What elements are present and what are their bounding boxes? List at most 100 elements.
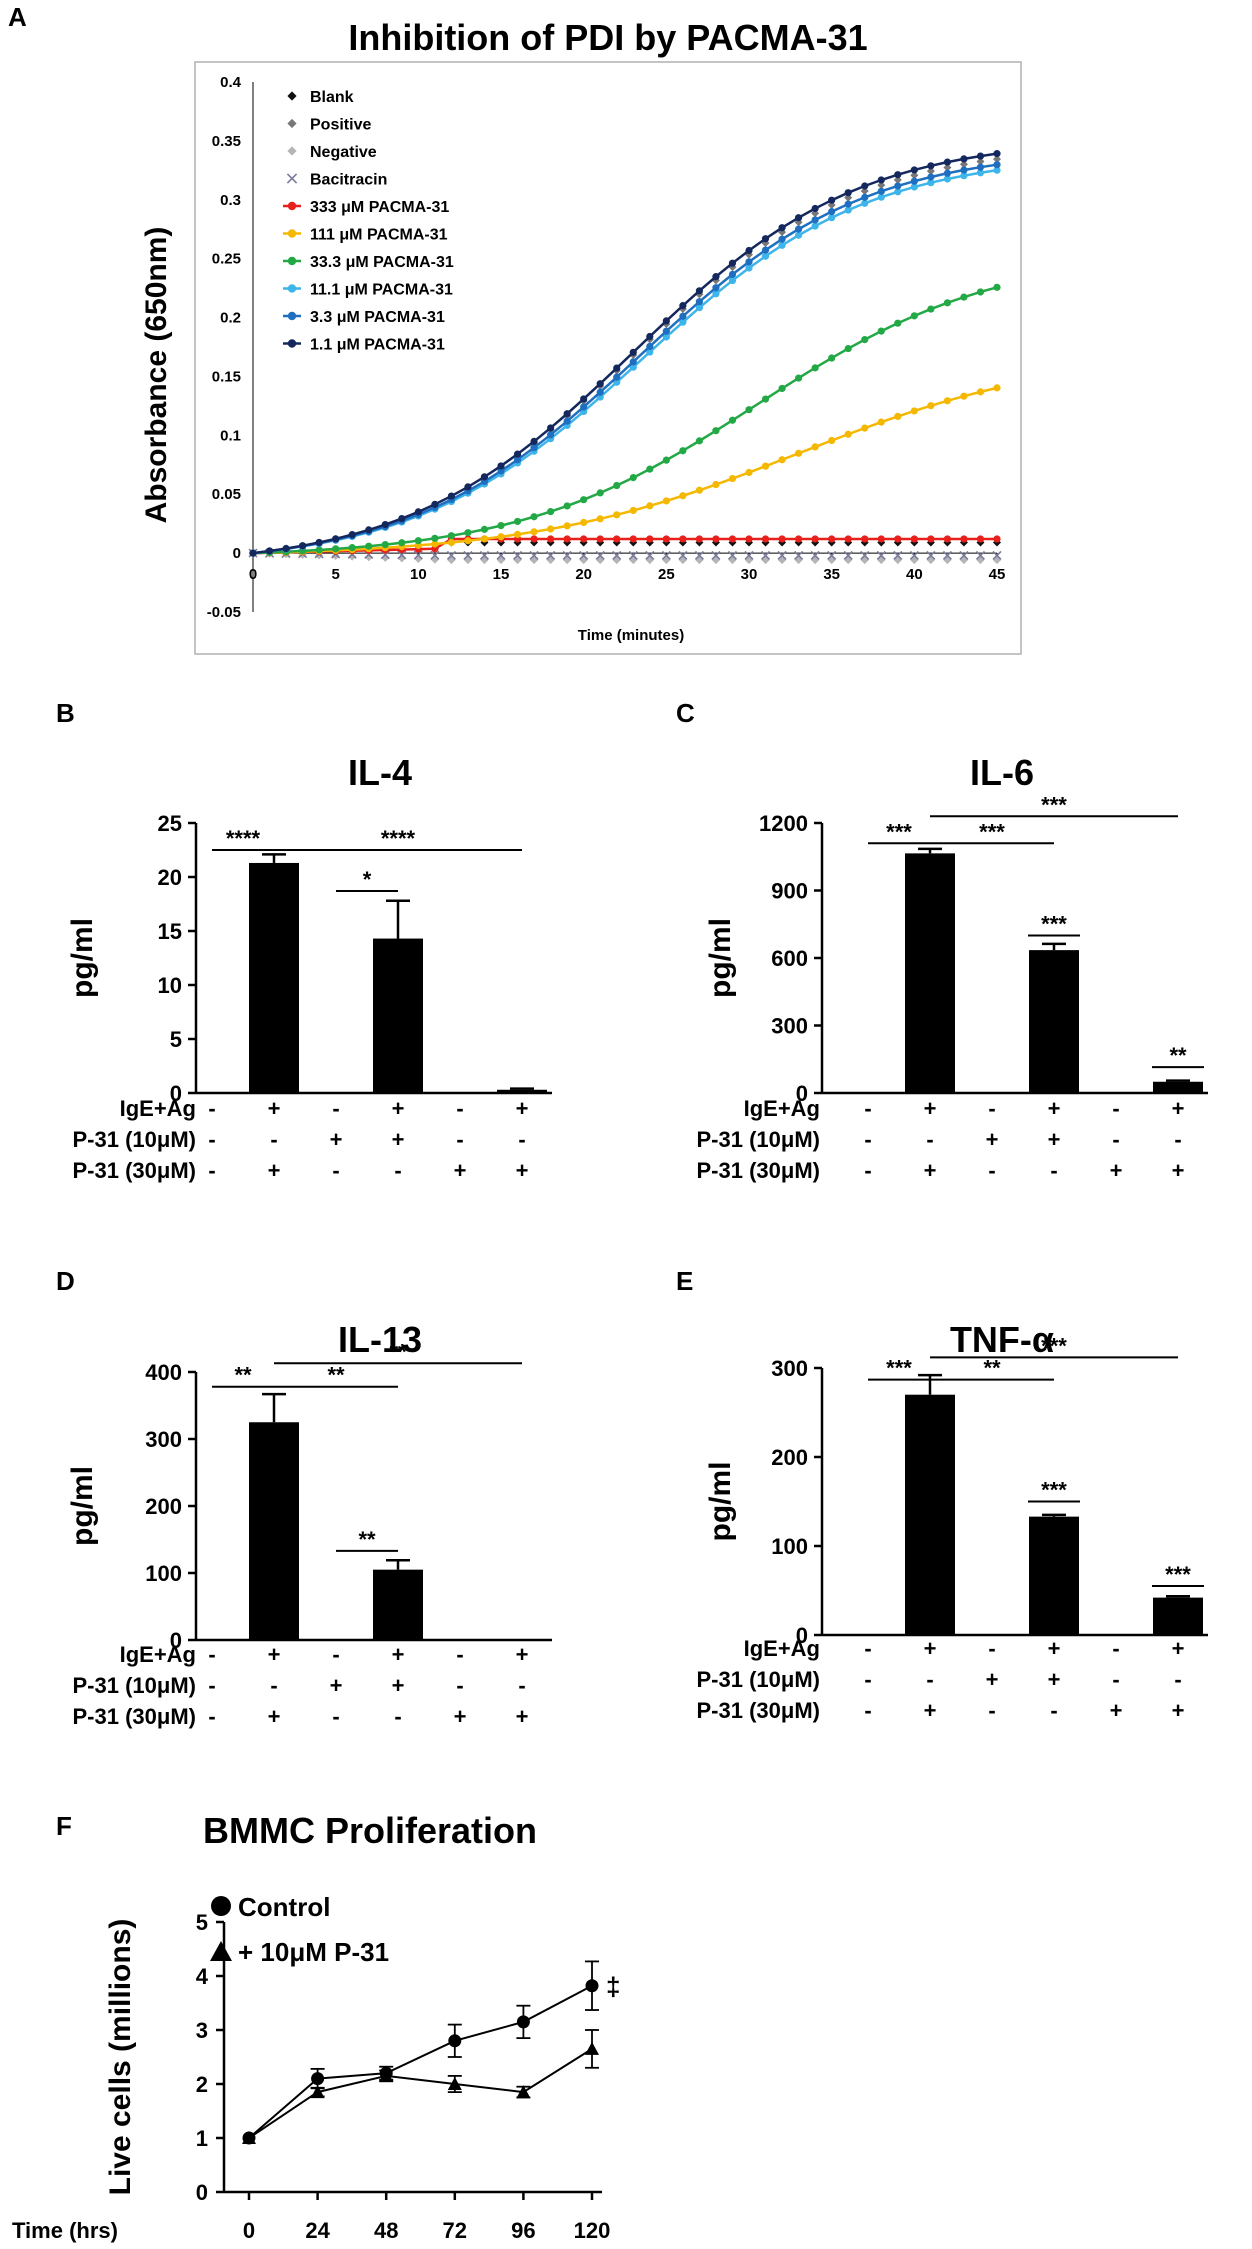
a-point xyxy=(563,535,571,543)
a-point xyxy=(744,550,754,561)
a-point xyxy=(497,467,505,475)
condition-symbol: + xyxy=(330,1127,343,1152)
condition-symbol: - xyxy=(864,1127,871,1152)
a-point xyxy=(993,150,1001,158)
a-point xyxy=(727,550,738,561)
condition-symbol: + xyxy=(454,1704,467,1729)
a-point xyxy=(513,450,522,458)
condition-symbol: + xyxy=(1048,1667,1061,1692)
f-point xyxy=(310,2085,325,2099)
a-point xyxy=(646,465,654,473)
condition-symbol: - xyxy=(518,1127,525,1152)
a-point xyxy=(877,181,886,190)
a-point xyxy=(414,537,422,545)
a-point xyxy=(613,535,621,543)
a-point xyxy=(795,449,803,457)
a-point xyxy=(828,214,836,222)
condition-symbol: - xyxy=(208,1642,215,1667)
a-point xyxy=(761,535,770,543)
ytick-label: 5 xyxy=(170,1027,182,1052)
a-point xyxy=(960,293,968,301)
a-point xyxy=(265,547,274,555)
a-point xyxy=(843,550,853,561)
condition-symbol: + xyxy=(454,1158,467,1183)
a-point xyxy=(596,535,604,543)
a-point xyxy=(287,229,297,238)
panel-label-c: C xyxy=(676,698,695,728)
a-point xyxy=(712,427,720,435)
a-point xyxy=(547,508,555,516)
a-point xyxy=(894,535,902,543)
condition-symbol: + xyxy=(516,1158,529,1183)
condition-symbol: - xyxy=(1174,1667,1181,1692)
a-xtick-label: 20 xyxy=(575,566,592,583)
condition-symbol: - xyxy=(456,1642,463,1667)
condition-symbol: - xyxy=(208,1673,215,1698)
f-point xyxy=(242,2131,256,2144)
a-point xyxy=(777,550,787,561)
a-point xyxy=(287,339,297,348)
condition-symbol: + xyxy=(268,1158,281,1183)
ytick-label: 400 xyxy=(145,1360,182,1385)
a-point xyxy=(612,550,622,561)
condition-symbol: + xyxy=(516,1642,529,1667)
f-series-line-1 xyxy=(248,2048,593,2139)
a-point xyxy=(894,319,902,327)
a-point xyxy=(662,535,670,543)
a-point xyxy=(480,473,489,481)
condition-label: P-31 (30μM) xyxy=(73,1704,197,1729)
a-point xyxy=(497,533,505,541)
panel-a-ylabel: Absorbance (650nm) xyxy=(140,227,173,524)
condition-symbol: + xyxy=(392,1642,405,1667)
a-point xyxy=(580,403,588,411)
a-point xyxy=(728,474,737,483)
condition-symbol: + xyxy=(392,1096,405,1121)
condition-symbol: - xyxy=(988,1158,995,1183)
a-point xyxy=(761,395,770,403)
a-point xyxy=(629,535,637,543)
a-point xyxy=(795,225,803,233)
a-point xyxy=(563,410,571,418)
a-point xyxy=(810,550,820,561)
sig-label: *** xyxy=(1041,1478,1067,1503)
a-point xyxy=(287,91,297,101)
condition-symbol: - xyxy=(456,1096,463,1121)
condition-symbol: - xyxy=(332,1704,339,1729)
a-point xyxy=(646,535,654,543)
condition-symbol: + xyxy=(516,1096,529,1121)
panel-ylabel: pg/ml xyxy=(66,918,99,998)
panel-ylabel: pg/ml xyxy=(704,1462,737,1542)
a-point xyxy=(828,436,836,445)
a-point xyxy=(679,302,687,310)
a-point xyxy=(993,384,1001,392)
a-point xyxy=(861,424,869,432)
sig-label: ** xyxy=(327,1363,345,1388)
condition-symbol: + xyxy=(986,1667,999,1692)
a-point xyxy=(479,550,490,561)
a-point xyxy=(811,364,819,372)
a-legend-label: 11.1 μM PACMA-31 xyxy=(310,282,453,299)
a-point xyxy=(712,290,720,298)
a-series-line-6 xyxy=(252,286,998,555)
bar xyxy=(905,1394,955,1635)
ytick-label: 100 xyxy=(771,1534,808,1559)
condition-label: P-31 (10μM) xyxy=(697,1127,821,1152)
condition-symbol: - xyxy=(332,1642,339,1667)
a-point xyxy=(629,363,637,371)
condition-symbol: + xyxy=(924,1636,937,1661)
condition-symbol: + xyxy=(392,1127,405,1152)
condition-symbol: + xyxy=(1110,1698,1123,1723)
a-point xyxy=(976,157,985,166)
a-point xyxy=(662,497,670,505)
a-point xyxy=(530,437,538,446)
a-point xyxy=(287,256,297,266)
a-series-line-9 xyxy=(252,152,998,555)
a-xtick-label: 35 xyxy=(823,566,840,583)
a-point xyxy=(381,520,389,529)
a-point xyxy=(397,550,407,560)
a-point xyxy=(894,182,902,190)
a-point xyxy=(629,506,637,515)
a-point xyxy=(464,483,472,491)
